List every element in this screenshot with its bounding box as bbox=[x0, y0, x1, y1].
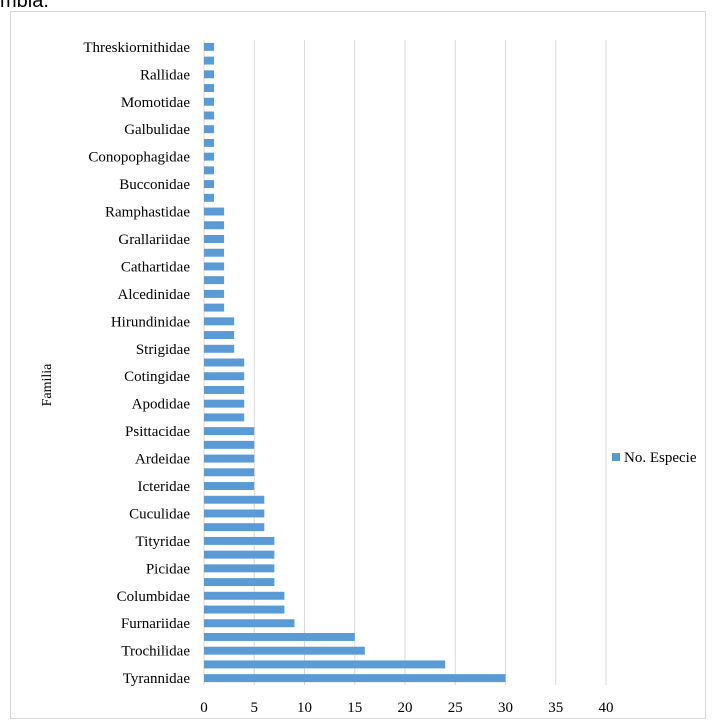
category-label: Icteridae bbox=[138, 479, 191, 495]
bar bbox=[204, 605, 285, 614]
bar bbox=[204, 152, 215, 161]
bar bbox=[204, 660, 446, 669]
bar bbox=[204, 399, 245, 408]
cropped-caption-fragment: mbia. bbox=[0, 0, 49, 12]
bar bbox=[204, 578, 275, 587]
bar bbox=[204, 536, 275, 545]
category-label: Galbulidae bbox=[124, 122, 190, 138]
bar bbox=[204, 619, 295, 628]
category-label: Tyrannidae bbox=[123, 671, 191, 687]
bar bbox=[204, 276, 225, 285]
category-label: Conopophagidae bbox=[88, 150, 190, 166]
bar-series bbox=[204, 42, 506, 683]
category-label: Threskiornithidae bbox=[83, 40, 190, 56]
category-label: Cuculidae bbox=[129, 506, 190, 522]
bar bbox=[204, 344, 235, 353]
bar bbox=[204, 56, 215, 65]
bar bbox=[204, 331, 235, 340]
category-label: Columbidae bbox=[117, 589, 191, 605]
x-tick-labels: 0 5 10 15 20 25 30 35 40 bbox=[200, 700, 613, 716]
category-label: Strigidae bbox=[136, 342, 190, 358]
bar bbox=[204, 427, 255, 436]
category-label: Apodidae bbox=[132, 397, 191, 413]
legend-label: No. Especie bbox=[624, 450, 697, 466]
x-tick-label: 10 bbox=[297, 700, 312, 716]
bar bbox=[204, 125, 215, 134]
bar bbox=[204, 289, 225, 298]
bar bbox=[204, 372, 245, 381]
bar bbox=[204, 591, 285, 600]
category-label: Tityridae bbox=[136, 534, 191, 550]
gridlines bbox=[203, 40, 607, 685]
bar bbox=[204, 207, 225, 216]
bar bbox=[204, 42, 215, 51]
category-label: Cotingidae bbox=[124, 369, 190, 385]
bar bbox=[204, 111, 215, 120]
bar bbox=[204, 193, 215, 202]
bar bbox=[204, 235, 225, 243]
bar bbox=[204, 248, 225, 257]
category-label: Psittacidae bbox=[125, 424, 190, 440]
bar bbox=[204, 84, 215, 93]
category-label: Cathartidae bbox=[121, 259, 190, 275]
bar bbox=[204, 303, 225, 312]
x-tick-label: 30 bbox=[498, 700, 513, 716]
category-label: Trochilidae bbox=[121, 644, 190, 660]
x-tick-label: 35 bbox=[548, 700, 563, 716]
x-tick-label: 20 bbox=[398, 700, 413, 716]
bar bbox=[204, 550, 275, 559]
bar bbox=[204, 440, 255, 449]
bar bbox=[204, 97, 215, 106]
category-label: Alcedinidae bbox=[118, 287, 191, 303]
bar bbox=[204, 413, 245, 422]
category-labels: Threskiornithidae Rallidae Momotidae Galbul… bbox=[83, 40, 190, 687]
chart-frame bbox=[10, 11, 706, 719]
bar bbox=[204, 674, 506, 683]
legend: No. Especie bbox=[612, 450, 697, 466]
bar bbox=[204, 180, 215, 189]
x-tick-label: 0 bbox=[200, 700, 208, 716]
x-tick-label: 5 bbox=[251, 700, 259, 716]
bar bbox=[204, 454, 255, 463]
bar bbox=[204, 166, 215, 175]
bar bbox=[204, 495, 265, 504]
bar bbox=[204, 317, 235, 326]
x-tick-label: 40 bbox=[599, 700, 614, 716]
category-label: Hirundinidae bbox=[111, 314, 190, 330]
category-label: Rallidae bbox=[140, 67, 190, 83]
bar bbox=[204, 262, 225, 271]
category-label: Ramphastidae bbox=[105, 205, 190, 221]
category-label: Grallariidae bbox=[118, 232, 190, 248]
category-label: Momotidae bbox=[121, 95, 190, 111]
y-axis-title: Familia bbox=[40, 363, 55, 407]
bar bbox=[204, 564, 275, 573]
category-label: Ardeidae bbox=[135, 452, 190, 468]
bar bbox=[204, 221, 225, 230]
bar bbox=[204, 468, 255, 477]
legend-swatch bbox=[612, 453, 620, 461]
bar bbox=[204, 70, 215, 79]
bar bbox=[204, 482, 255, 490]
bar bbox=[204, 509, 265, 518]
bar bbox=[204, 523, 265, 532]
bar bbox=[204, 385, 245, 394]
category-label: Furnariidae bbox=[121, 616, 190, 632]
bar bbox=[204, 632, 355, 641]
bar bbox=[204, 358, 245, 367]
x-tick-label: 25 bbox=[448, 700, 463, 716]
bar bbox=[204, 646, 365, 655]
category-label: Picidae bbox=[146, 561, 190, 577]
bar bbox=[204, 138, 215, 147]
x-tick-label: 15 bbox=[347, 700, 362, 716]
category-label: Bucconidae bbox=[119, 177, 190, 193]
